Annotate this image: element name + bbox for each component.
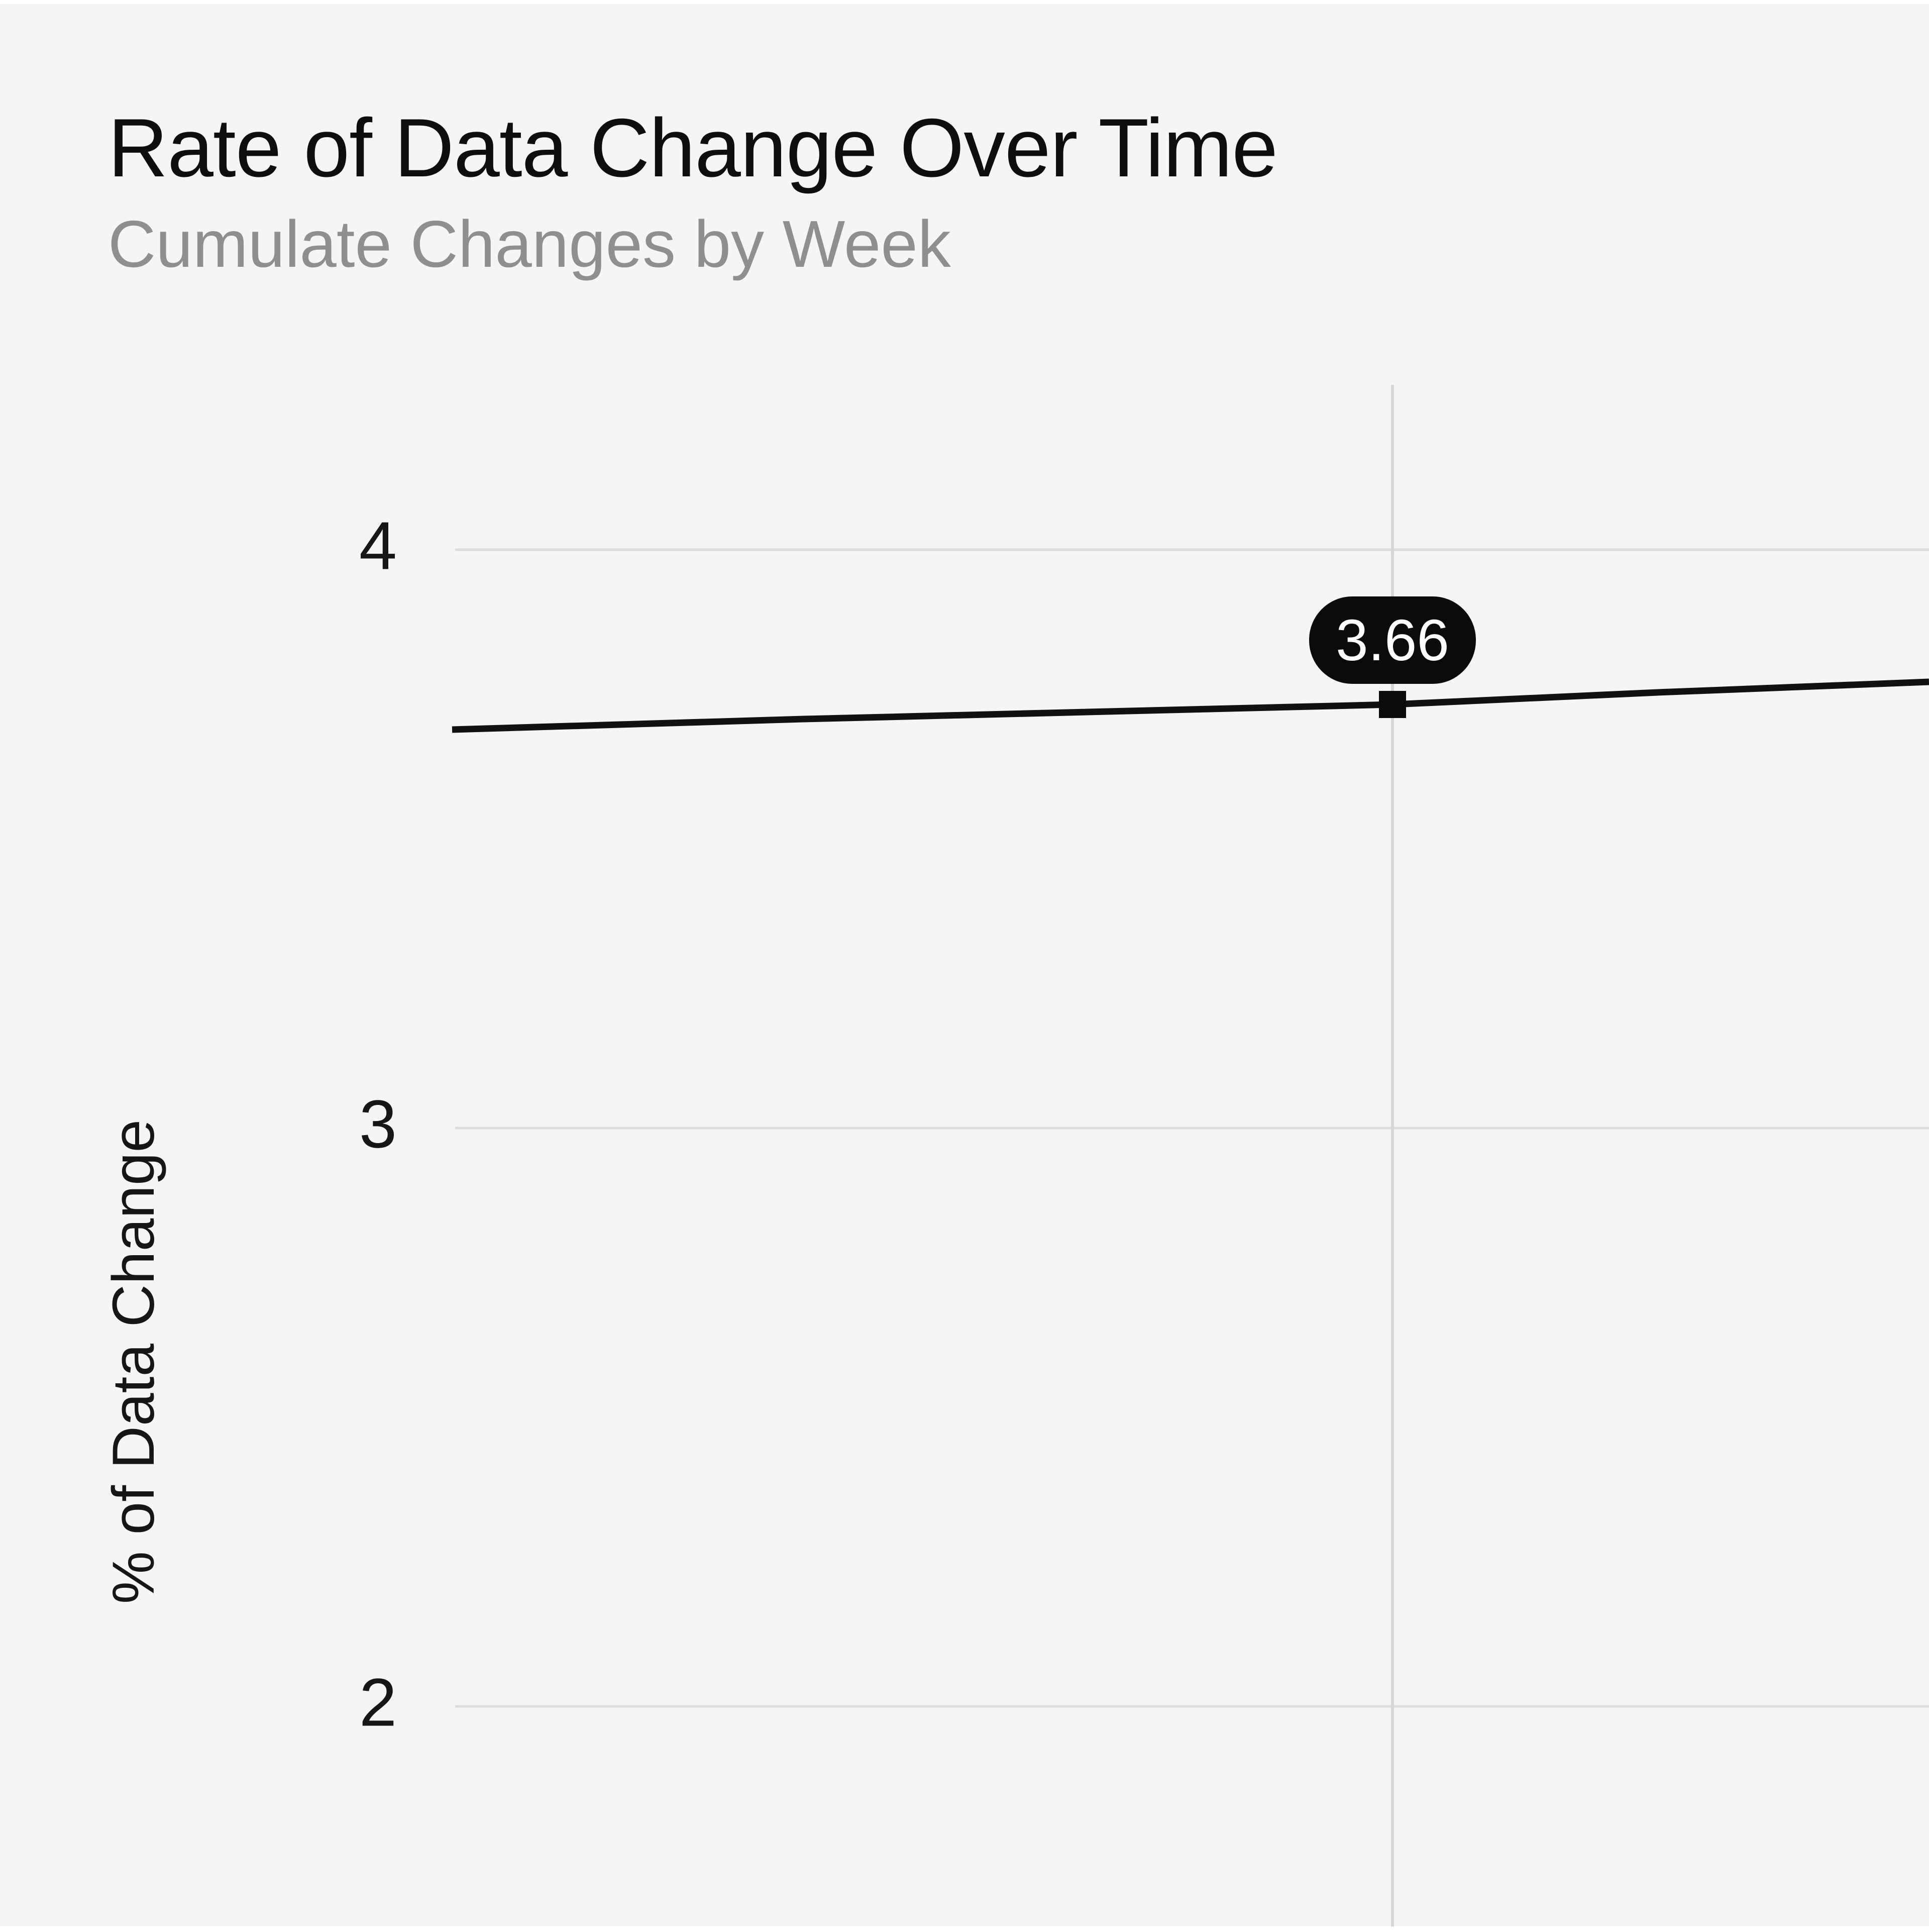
tooltip-value: 3.66	[1336, 607, 1449, 673]
y-tick-label-4: 4	[359, 507, 397, 584]
chart-title: Rate of Data Change Over Time	[108, 101, 1278, 194]
top-edge-strip	[0, 0, 1929, 4]
data-line	[452, 678, 1929, 733]
y-tick-label-3: 3	[359, 1086, 397, 1162]
value-tooltip: 3.66	[1309, 596, 1476, 684]
bottom-edge-strip	[0, 1926, 1929, 1932]
horizontal-gridlines	[455, 548, 1929, 1708]
y-tick-label-2: 2	[359, 1664, 397, 1741]
chart-subtitle: Cumulate Changes by Week	[108, 207, 951, 281]
data-point-marker[interactable]	[1379, 691, 1406, 718]
